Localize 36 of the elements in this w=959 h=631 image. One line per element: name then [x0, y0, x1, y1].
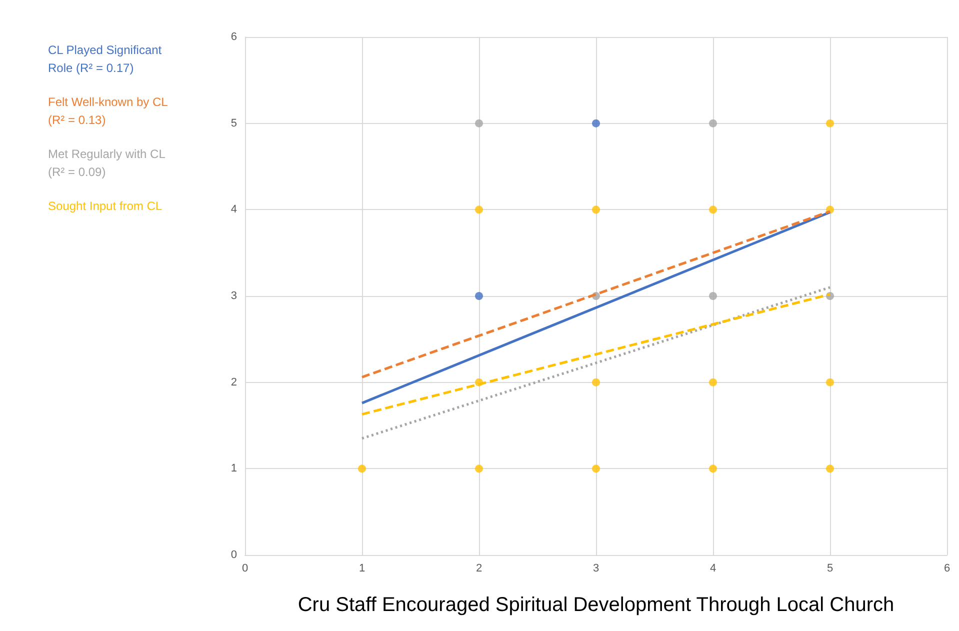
x-tick-label: 1: [358, 562, 366, 574]
text: CL Played Significant Role (R² = 0.17): [48, 43, 165, 75]
text: Sought Input from CL: [48, 199, 162, 213]
point: [475, 464, 483, 473]
y-tick-label: 5: [230, 117, 237, 130]
x-tick-label: 4: [710, 562, 716, 574]
x-tick-label: 3: [592, 562, 600, 574]
x-tick-label: 6: [944, 562, 950, 574]
point: [709, 292, 717, 300]
point: [826, 119, 834, 128]
text: Met Regularly with CL (R² = 0.09): [48, 147, 168, 179]
text: Felt Well-known by CL (R² = 0.13): [48, 95, 171, 127]
point: [592, 464, 600, 473]
point: [592, 119, 600, 128]
y-tick-label: 3: [230, 290, 237, 302]
x-tick-label: 2: [476, 562, 482, 574]
point: [709, 464, 717, 473]
y-tick-label: 1: [230, 462, 237, 475]
point: [826, 464, 834, 473]
y-tick-label: 4: [230, 204, 237, 216]
x-tick-label: 0: [242, 562, 248, 574]
point: [826, 378, 834, 386]
point: [475, 119, 483, 128]
point: [709, 206, 717, 214]
x-axis-title: Cru Staff Encouraged Spiritual Development Through Local Church: [298, 594, 894, 616]
point: [592, 206, 600, 214]
point: [475, 292, 483, 300]
y-tick-label: 6: [230, 31, 237, 43]
point: [592, 378, 600, 386]
y-tick-label: 0: [230, 549, 237, 561]
point: [709, 378, 717, 386]
point: [475, 206, 483, 214]
x-tick-label: 5: [826, 562, 834, 574]
y-tick-label: 2: [230, 376, 237, 388]
point: [709, 119, 717, 128]
point: [358, 464, 366, 473]
